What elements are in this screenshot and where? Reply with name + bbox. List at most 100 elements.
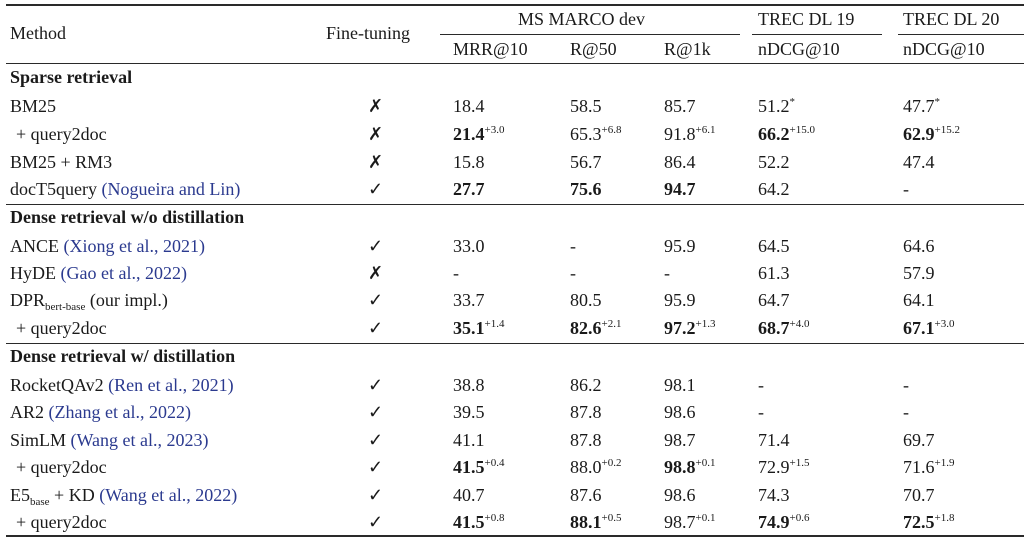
citation-link[interactable]: (Gao et al., 2022)	[60, 263, 187, 283]
table-cell: 98.7	[664, 430, 696, 450]
table-cell: 52.2	[758, 152, 790, 172]
delta: +0.6	[789, 512, 810, 524]
table-cell: 72.5+1.8	[903, 511, 954, 533]
delta: +3.0	[934, 318, 955, 330]
table-cell: 68.7+4.0	[758, 317, 809, 339]
method-subscript: bert-base	[45, 301, 86, 313]
table-cell: 85.7	[664, 96, 696, 116]
row-doct5-method: docT5query (Nogueira and Lin)	[10, 178, 240, 200]
method-name: E5	[10, 485, 30, 505]
group-rule	[6, 204, 1024, 205]
method-name: HyDE	[10, 263, 56, 283]
header-r1k: R@1k	[664, 39, 711, 59]
bottom-rule	[6, 535, 1024, 537]
table-cell: 47.7*	[903, 95, 940, 117]
value: 35.1	[453, 318, 485, 338]
group-sparse: Sparse retrieval	[10, 67, 133, 87]
value: 65.3	[570, 124, 602, 144]
footnote-mark: *	[934, 96, 941, 108]
table-cell: -	[903, 402, 909, 422]
table-cell: 88.0+0.2	[570, 456, 621, 478]
table-cell: -	[570, 263, 576, 283]
table-cell: -	[664, 263, 670, 283]
table-cell: 71.6+1.9	[903, 456, 954, 478]
table-cell: 70.7	[903, 485, 935, 505]
table-cell: 64.5	[758, 236, 790, 256]
citation-link[interactable]: (Zhang et al., 2022)	[48, 402, 191, 422]
table-cell: -	[903, 375, 909, 395]
table-cell: 98.7+0.1	[664, 511, 715, 533]
row-rocket-method: RocketQAv2 (Ren et al., 2021)	[10, 374, 234, 396]
cross-icon: ✗	[368, 152, 384, 172]
value: 21.4	[453, 124, 485, 144]
table-cell: 41.1	[453, 430, 485, 450]
citation-link[interactable]: (Ren et al., 2021)	[108, 375, 234, 395]
check-icon: ✓	[368, 512, 384, 532]
table-cell: 56.7	[570, 152, 602, 172]
citation-link[interactable]: (Xiong et al., 2021)	[63, 236, 205, 256]
citation-link[interactable]: (Wang et al., 2022)	[99, 485, 238, 505]
header-rule	[6, 63, 1024, 64]
row-e5-method: E5base + KD (Wang et al., 2022)	[10, 484, 238, 508]
value: 72.5	[903, 512, 935, 532]
table-cell: 65.3+6.8	[570, 123, 621, 145]
value: 91.8	[664, 124, 696, 144]
method-name: RocketQAv2	[10, 375, 104, 395]
header-method: Method	[10, 23, 66, 43]
table-cell: 87.8	[570, 430, 602, 450]
row-ance-method: ANCE (Xiong et al., 2021)	[10, 235, 205, 257]
value: 74.9	[758, 512, 790, 532]
delta: +0.5	[601, 512, 622, 524]
ms-marco-cmidrule	[440, 34, 740, 35]
value: 67.1	[903, 318, 935, 338]
row-simlm-q2d-method: + query2doc	[16, 457, 107, 477]
value: 88.1	[570, 512, 602, 532]
table-cell: 41.5+0.8	[453, 511, 504, 533]
table-cell: -	[758, 375, 764, 395]
header-trec20: TREC DL 20	[903, 9, 1000, 29]
table-cell: 64.2	[758, 179, 790, 199]
cross-icon: ✗	[368, 96, 384, 116]
delta: +6.1	[695, 124, 716, 136]
delta: +0.8	[484, 512, 505, 524]
table-cell: 74.9+0.6	[758, 511, 809, 533]
value: 88.0	[570, 457, 602, 477]
table-cell: 27.7	[453, 179, 485, 199]
method-name: ANCE	[10, 236, 59, 256]
value: 62.9	[903, 124, 935, 144]
value: 51.2	[758, 96, 790, 116]
table-cell: 72.9+1.5	[758, 456, 809, 478]
row-bm25-method: BM25	[10, 96, 57, 116]
value: 66.2	[758, 124, 790, 144]
method-suffix: + KD	[54, 485, 95, 505]
table-cell: 21.4+3.0	[453, 123, 504, 145]
table-cell: 87.6	[570, 485, 602, 505]
check-icon: ✓	[368, 290, 384, 310]
citation-link[interactable]: (Wang et al., 2023)	[70, 430, 209, 450]
top-rule	[6, 4, 1024, 6]
delta: +2.1	[601, 318, 622, 330]
footnote-mark: *	[789, 96, 796, 108]
header-trec19: TREC DL 19	[758, 9, 855, 29]
value: 72.9	[758, 457, 790, 477]
table-cell: 87.8	[570, 402, 602, 422]
table-cell: 41.5+0.4	[453, 456, 504, 478]
check-icon: ✓	[368, 457, 384, 477]
delta: +0.4	[484, 457, 505, 469]
method-name: AR2	[10, 402, 45, 422]
table-cell: 33.7	[453, 290, 485, 310]
table-cell: 71.4	[758, 430, 790, 450]
delta: +0.2	[601, 457, 622, 469]
table-cell: 18.4	[453, 96, 485, 116]
table-cell: 64.1	[903, 290, 935, 310]
value: 47.7	[903, 96, 935, 116]
delta: +1.8	[934, 512, 955, 524]
table-cell: 98.8+0.1	[664, 456, 715, 478]
check-icon: ✓	[368, 179, 384, 199]
group-dense-wo: Dense retrieval w/o distillation	[10, 207, 245, 227]
table-cell: -	[758, 402, 764, 422]
citation-link[interactable]: (Nogueira and Lin)	[101, 179, 241, 199]
header-ms-marco: MS MARCO dev	[518, 9, 646, 29]
method-subscript: base	[30, 496, 50, 508]
row-dpr-method: DPRbert-base (our impl.)	[10, 289, 168, 313]
